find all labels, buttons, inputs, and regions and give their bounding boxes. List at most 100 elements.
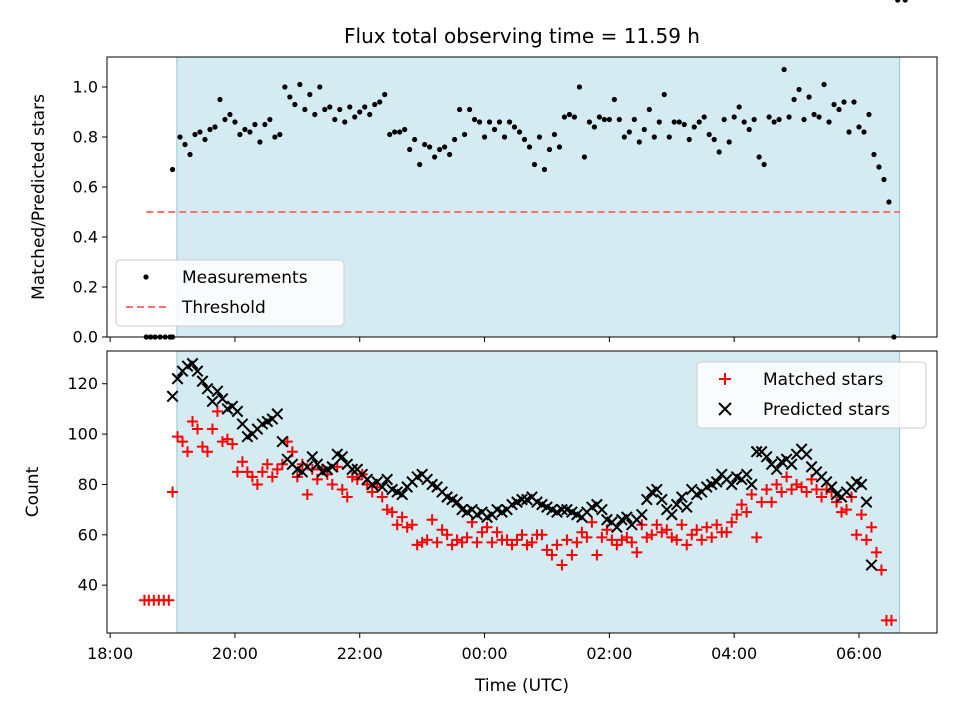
measurement-point — [821, 81, 827, 88]
measurement-point — [846, 129, 852, 135]
top-legend: Measurements Threshold — [115, 259, 345, 327]
measurement-point — [317, 84, 323, 90]
legend-measurements-marker — [143, 274, 149, 280]
top-y-tick-label: 1.0 — [73, 78, 98, 97]
matched-star-point — [731, 509, 743, 521]
measurement-point — [676, 119, 682, 125]
matched-star-point — [411, 539, 423, 551]
matched-star-point — [301, 489, 313, 501]
measurement-point — [491, 126, 498, 133]
predicted-star-point — [346, 463, 359, 476]
matched-star-point — [421, 534, 433, 546]
matched-star-point — [576, 526, 588, 538]
x-tick-label: 02:00 — [586, 644, 632, 663]
measurement-point — [616, 116, 622, 123]
measurement-point — [427, 144, 433, 150]
matched-star-point — [751, 531, 763, 543]
measurement-point — [277, 131, 283, 138]
predicted-star-point — [725, 478, 738, 491]
matched-star-point — [561, 534, 573, 546]
measurement-point — [307, 91, 313, 98]
bottom-panel: 40 60 80 100 120 18:00 20:00 22:00 00:00 02:00 04… — [23, 350, 938, 696]
measurement-point — [841, 99, 847, 105]
matched-star-point — [850, 529, 862, 541]
legend-predicted-label: Predicted stars — [763, 400, 890, 420]
matched-star-point — [501, 534, 513, 546]
predicted-star-point — [650, 483, 663, 496]
predicted-star-point — [211, 385, 224, 398]
predicted-star-point — [271, 408, 284, 420]
measurement-point — [531, 161, 538, 168]
matched-star-point — [163, 594, 175, 606]
measurement-point — [581, 154, 588, 160]
predicted-star-point — [740, 468, 753, 481]
matched-star-point — [231, 466, 243, 478]
bottom-y-tick-label: 40 — [78, 576, 98, 595]
measurement-point — [741, 119, 747, 125]
measurement-point — [551, 131, 558, 138]
top-panel: 0.0 0.2 0.4 0.6 0.8 1.0 Matched/Predicted sta… — [29, 0, 938, 347]
measurement-point — [402, 126, 408, 133]
bottom-axes-frame — [106, 350, 938, 634]
measurement-point — [182, 141, 188, 148]
matched-star-point — [436, 524, 448, 536]
x-tick-label: 20:00 — [212, 644, 258, 663]
predicted-star-point — [860, 496, 873, 508]
measurement-point — [466, 106, 473, 113]
measurement-point — [287, 94, 293, 100]
matched-star-point — [172, 431, 184, 443]
measurement-point — [706, 131, 712, 138]
matched-star-point — [651, 519, 663, 531]
measurement-point — [521, 136, 528, 143]
measurement-point — [367, 111, 373, 118]
measurement-point — [646, 106, 652, 113]
measurement-point — [796, 86, 802, 93]
matched-star-point — [471, 536, 483, 548]
top-x-ticks — [109, 337, 860, 342]
predicted-star-point — [770, 463, 783, 476]
predicted-star-point — [670, 498, 683, 511]
measurement-point — [681, 121, 687, 128]
legend-measurements-label: Measurements — [182, 268, 308, 288]
measurement-point — [621, 134, 627, 140]
matched-star-point — [541, 544, 553, 556]
legend-matched-marker — [719, 373, 731, 385]
measurement-point — [686, 136, 692, 143]
measurement-point — [771, 119, 777, 125]
predicted-star-point — [451, 496, 464, 508]
measurement-point — [641, 126, 647, 133]
measurement-point — [177, 134, 183, 140]
matched-star-point — [391, 519, 403, 531]
bottom-legend-box — [696, 361, 927, 429]
matched-star-point — [621, 531, 633, 543]
x-tick-label: 18:00 — [87, 644, 133, 663]
measurement-point — [781, 66, 787, 73]
top-y-axis-label: Matched/Predicted stars — [29, 94, 49, 300]
bottom-y-axis: 40 60 80 100 120 — [67, 374, 107, 595]
matched-star-point — [626, 536, 638, 548]
measurement-point — [571, 114, 578, 120]
bottom-y-axis-label: Count — [23, 466, 43, 517]
predicted-star-point — [665, 508, 678, 521]
predicted-star-point — [865, 559, 878, 571]
measurement-point — [766, 114, 772, 120]
predicted-star-point — [635, 508, 648, 521]
measurement-point — [207, 126, 213, 133]
matched-star-point — [746, 489, 758, 501]
matched-star-point — [706, 531, 718, 543]
measurement-point — [392, 129, 398, 135]
matched-star-point — [206, 423, 218, 435]
measurement-point — [786, 114, 792, 120]
matched-star-point — [606, 534, 618, 546]
predicted-star-point — [855, 478, 868, 491]
matched-star-point — [591, 549, 603, 561]
matched-star-point — [676, 519, 688, 531]
matched-star-point — [816, 491, 828, 503]
predicted-star-point — [236, 418, 249, 430]
matched-star-point — [416, 536, 428, 548]
matched-star-point — [406, 519, 418, 531]
matched-star-point — [875, 564, 887, 576]
predicted-star-point — [206, 395, 219, 408]
top-y-axis: 0.0 0.2 0.4 0.6 0.8 1.0 — [73, 78, 107, 347]
